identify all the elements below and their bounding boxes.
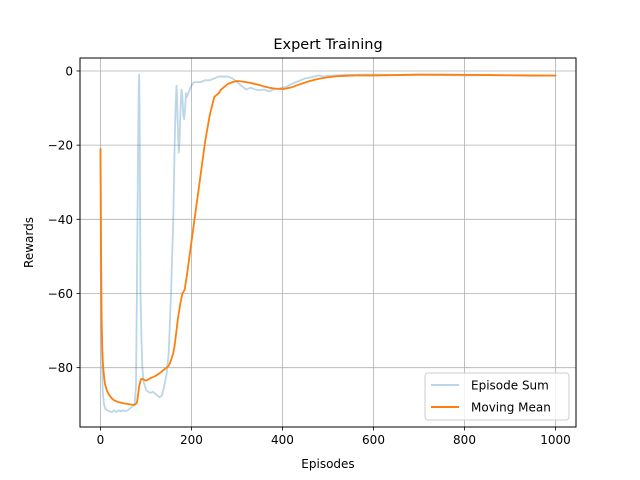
chart-title: Expert Training bbox=[273, 37, 382, 53]
series-layer bbox=[99, 73, 557, 414]
plot-frame bbox=[79, 57, 577, 428]
series-line-moving-mean bbox=[99, 73, 557, 406]
legend-label-episode-sum: Episode Sum bbox=[471, 379, 549, 393]
x-tick-label: 0 bbox=[97, 433, 105, 447]
ticks: 0 200 400 600 800 1000 0 −20 −40 −60 −80 bbox=[48, 64, 571, 447]
y-tick-label: −20 bbox=[48, 139, 73, 153]
y-tick-label: −80 bbox=[48, 361, 73, 375]
y-tick-label: −60 bbox=[48, 287, 73, 301]
y-axis-title: Rewards bbox=[22, 217, 36, 268]
x-axis-title: Episodes bbox=[301, 457, 354, 471]
x-tick-label: 1000 bbox=[540, 433, 571, 447]
legend-box bbox=[424, 372, 570, 421]
x-tick-label: 200 bbox=[180, 433, 203, 447]
y-tick-label: −40 bbox=[48, 213, 73, 227]
plot-area bbox=[80, 58, 576, 427]
legend: Episode Sum Moving Mean bbox=[424, 372, 570, 421]
x-tick-label: 600 bbox=[362, 433, 385, 447]
legend-label-moving-mean: Moving Mean bbox=[471, 401, 551, 415]
y-tick-label: 0 bbox=[65, 64, 73, 78]
x-tick-label: 800 bbox=[453, 433, 476, 447]
series-line-episode-sum bbox=[99, 73, 557, 414]
x-tick-label: 400 bbox=[271, 433, 294, 447]
